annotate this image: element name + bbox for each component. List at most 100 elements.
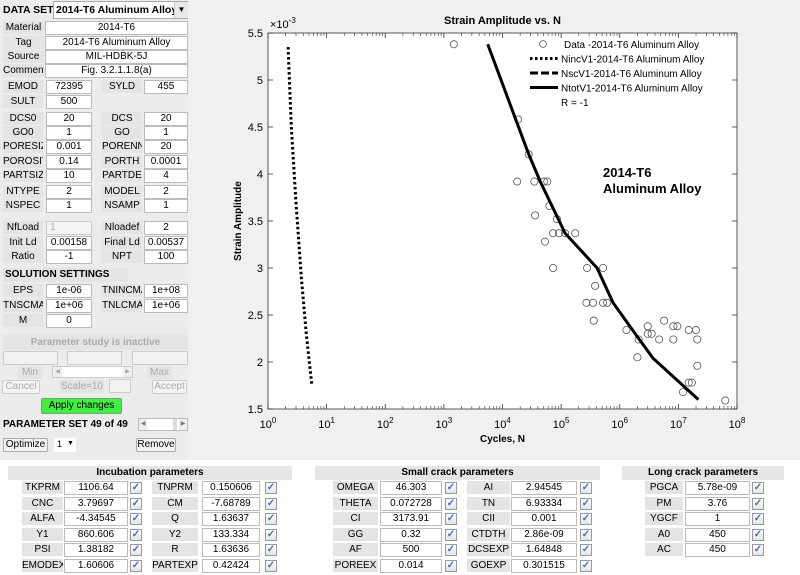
param-field-pm[interactable]: 3.76	[685, 496, 750, 511]
param-field-pgca[interactable]: 5.78e-09	[685, 481, 750, 495]
param-checkbox[interactable]: ✓	[580, 513, 592, 526]
param-checkbox[interactable]: ✓	[265, 497, 277, 510]
param-field-r[interactable]: 1.63636	[202, 543, 260, 558]
slider-right-arrow-icon[interactable]: ▶	[179, 419, 187, 430]
material-info-field[interactable]: Fig. 3.2.1.1.8(a)	[45, 64, 188, 78]
param-field-syld[interactable]: 455	[144, 80, 188, 94]
param-field-ratio[interactable]: -1	[46, 250, 92, 264]
param-field-dcsexp[interactable]: 1.64848	[511, 543, 577, 558]
param-field-tkprm[interactable]: 1106.64	[64, 481, 128, 495]
param-field-tnscma[interactable]: 1e+06	[46, 299, 92, 313]
param-field-porth[interactable]: 0.0001	[144, 155, 188, 169]
param-field-go[interactable]: 1	[144, 126, 188, 140]
parameter-set-slider[interactable]: ◀ ▶	[138, 418, 188, 431]
material-info-field[interactable]: 2014-T6	[45, 21, 188, 35]
param-field-go0[interactable]: 1	[46, 126, 92, 140]
param-checkbox[interactable]: ✓	[580, 544, 592, 557]
param-field-psi[interactable]: 1.38182	[64, 543, 128, 558]
param-checkbox[interactable]: ✓	[752, 528, 764, 541]
data-set-dropdown[interactable]: 2014-T6 Aluminum Alloy ▼	[53, 1, 189, 19]
param-field-npt[interactable]: 100	[144, 250, 188, 264]
param-field-partexp[interactable]: 0.42424	[202, 559, 260, 573]
param-field-cm[interactable]: -7.68789	[202, 496, 260, 511]
param-field-partde[interactable]: 4	[144, 169, 188, 183]
cancel-button[interactable]: Cancel	[2, 380, 40, 394]
param-checkbox[interactable]: ✓	[265, 528, 277, 541]
accept-button[interactable]: Accept	[152, 380, 187, 394]
param-field-nspec[interactable]: 1	[46, 199, 92, 213]
param-checkbox[interactable]: ✓	[265, 544, 277, 557]
scale-input[interactable]	[109, 379, 131, 393]
param-checkbox[interactable]: ✓	[265, 560, 277, 572]
param-field-gg[interactable]: 0.32	[380, 527, 442, 542]
param-field-dcs[interactable]: 20	[144, 112, 188, 126]
param-field-ctdth[interactable]: 2.86e-09	[511, 527, 577, 542]
param-checkbox[interactable]: ✓	[580, 528, 592, 541]
param-checkbox[interactable]: ✓	[580, 497, 592, 510]
param-field-cii[interactable]: 0.001	[511, 512, 577, 527]
param-field-partsiz[interactable]: 10	[46, 169, 92, 183]
param-field-ci[interactable]: 3173.91	[380, 512, 442, 527]
param-field-cnc[interactable]: 3.79697	[64, 496, 128, 511]
param-field-a0[interactable]: 450	[685, 527, 750, 542]
param-field-af[interactable]: 500	[380, 543, 442, 558]
param-field-tnprm[interactable]: 0.150606	[202, 481, 260, 495]
param-checkbox[interactable]: ✓	[130, 544, 142, 557]
param-checkbox[interactable]: ✓	[752, 497, 764, 510]
param-field-q[interactable]: 1.63637	[202, 512, 260, 527]
param-checkbox[interactable]: ✓	[130, 528, 142, 541]
param-field-poresiz[interactable]: 0.001	[46, 140, 92, 154]
param-field-dcs0[interactable]: 20	[46, 112, 92, 126]
slider-left-arrow-icon[interactable]: ◀	[53, 367, 62, 377]
param-checkbox[interactable]: ✓	[265, 513, 277, 526]
param-checkbox[interactable]: ✓	[130, 497, 142, 510]
optimize-button[interactable]: Optimize	[3, 438, 48, 452]
param-field-final-ld[interactable]: 0.00537	[144, 236, 188, 250]
param-checkbox[interactable]: ✓	[445, 513, 457, 526]
param-study-slider[interactable]: ◀ ▶	[52, 366, 133, 378]
remove-button[interactable]: Remove	[136, 438, 176, 452]
param-field-eps[interactable]: 1e-06	[46, 284, 92, 298]
param-checkbox[interactable]: ✓	[445, 497, 457, 510]
param-field-ntype[interactable]: 2	[46, 185, 92, 199]
param-checkbox[interactable]: ✓	[580, 560, 592, 572]
param-field-ygcf[interactable]: 1	[685, 512, 750, 527]
param-field-porosit[interactable]: 0.14	[46, 155, 92, 169]
param-field-tnlcma[interactable]: 1e+06	[144, 299, 188, 313]
material-info-field[interactable]: 2014-T6 Aluminum Alloy	[45, 36, 188, 50]
param-field-ac[interactable]: 450	[685, 543, 750, 558]
param-field-omega[interactable]: 46.303	[380, 481, 442, 495]
param-checkbox[interactable]: ✓	[752, 482, 764, 494]
param-field-goexp[interactable]: 0.301515	[511, 559, 577, 573]
slider-right-arrow-icon[interactable]: ▶	[123, 367, 132, 377]
param-field-emod[interactable]: 72395	[46, 80, 92, 94]
param-field-init-ld[interactable]: 0.00158	[46, 236, 92, 250]
param-field-y2[interactable]: 133.334	[202, 527, 260, 542]
param-checkbox[interactable]: ✓	[130, 513, 142, 526]
param-field-sult[interactable]: 500	[46, 95, 92, 109]
param-field-model[interactable]: 2	[144, 185, 188, 199]
param-checkbox[interactable]: ✓	[752, 544, 764, 557]
param-field-poreex[interactable]: 0.014	[380, 559, 442, 573]
param-checkbox[interactable]: ✓	[580, 482, 592, 494]
param-field-tn[interactable]: 6.93334	[511, 496, 577, 511]
param-field-alfa[interactable]: -4.34545	[64, 512, 128, 527]
param-field-tnincma[interactable]: 1e+08	[144, 284, 188, 298]
slider-left-arrow-icon[interactable]: ◀	[139, 419, 147, 430]
apply-changes-button[interactable]: Apply changes	[41, 398, 122, 414]
slider-thumb[interactable]	[173, 419, 177, 430]
param-field-m[interactable]: 0	[46, 314, 92, 328]
param-checkbox[interactable]: ✓	[130, 482, 142, 494]
param-field-theta[interactable]: 0.072728	[380, 496, 442, 511]
param-field-y1[interactable]: 860.606	[64, 527, 128, 542]
param-field-nsamp[interactable]: 1	[144, 199, 188, 213]
param-checkbox[interactable]: ✓	[445, 544, 457, 557]
param-checkbox[interactable]: ✓	[445, 560, 457, 572]
param-checkbox[interactable]: ✓	[752, 513, 764, 526]
param-checkbox[interactable]: ✓	[130, 560, 142, 572]
param-checkbox[interactable]: ✓	[445, 482, 457, 494]
param-checkbox[interactable]: ✓	[445, 528, 457, 541]
material-info-field[interactable]: MIL-HDBK-5J	[45, 50, 188, 64]
param-field-nloadef[interactable]: 2	[144, 221, 188, 235]
param-field-porenn[interactable]: 20	[144, 140, 188, 154]
